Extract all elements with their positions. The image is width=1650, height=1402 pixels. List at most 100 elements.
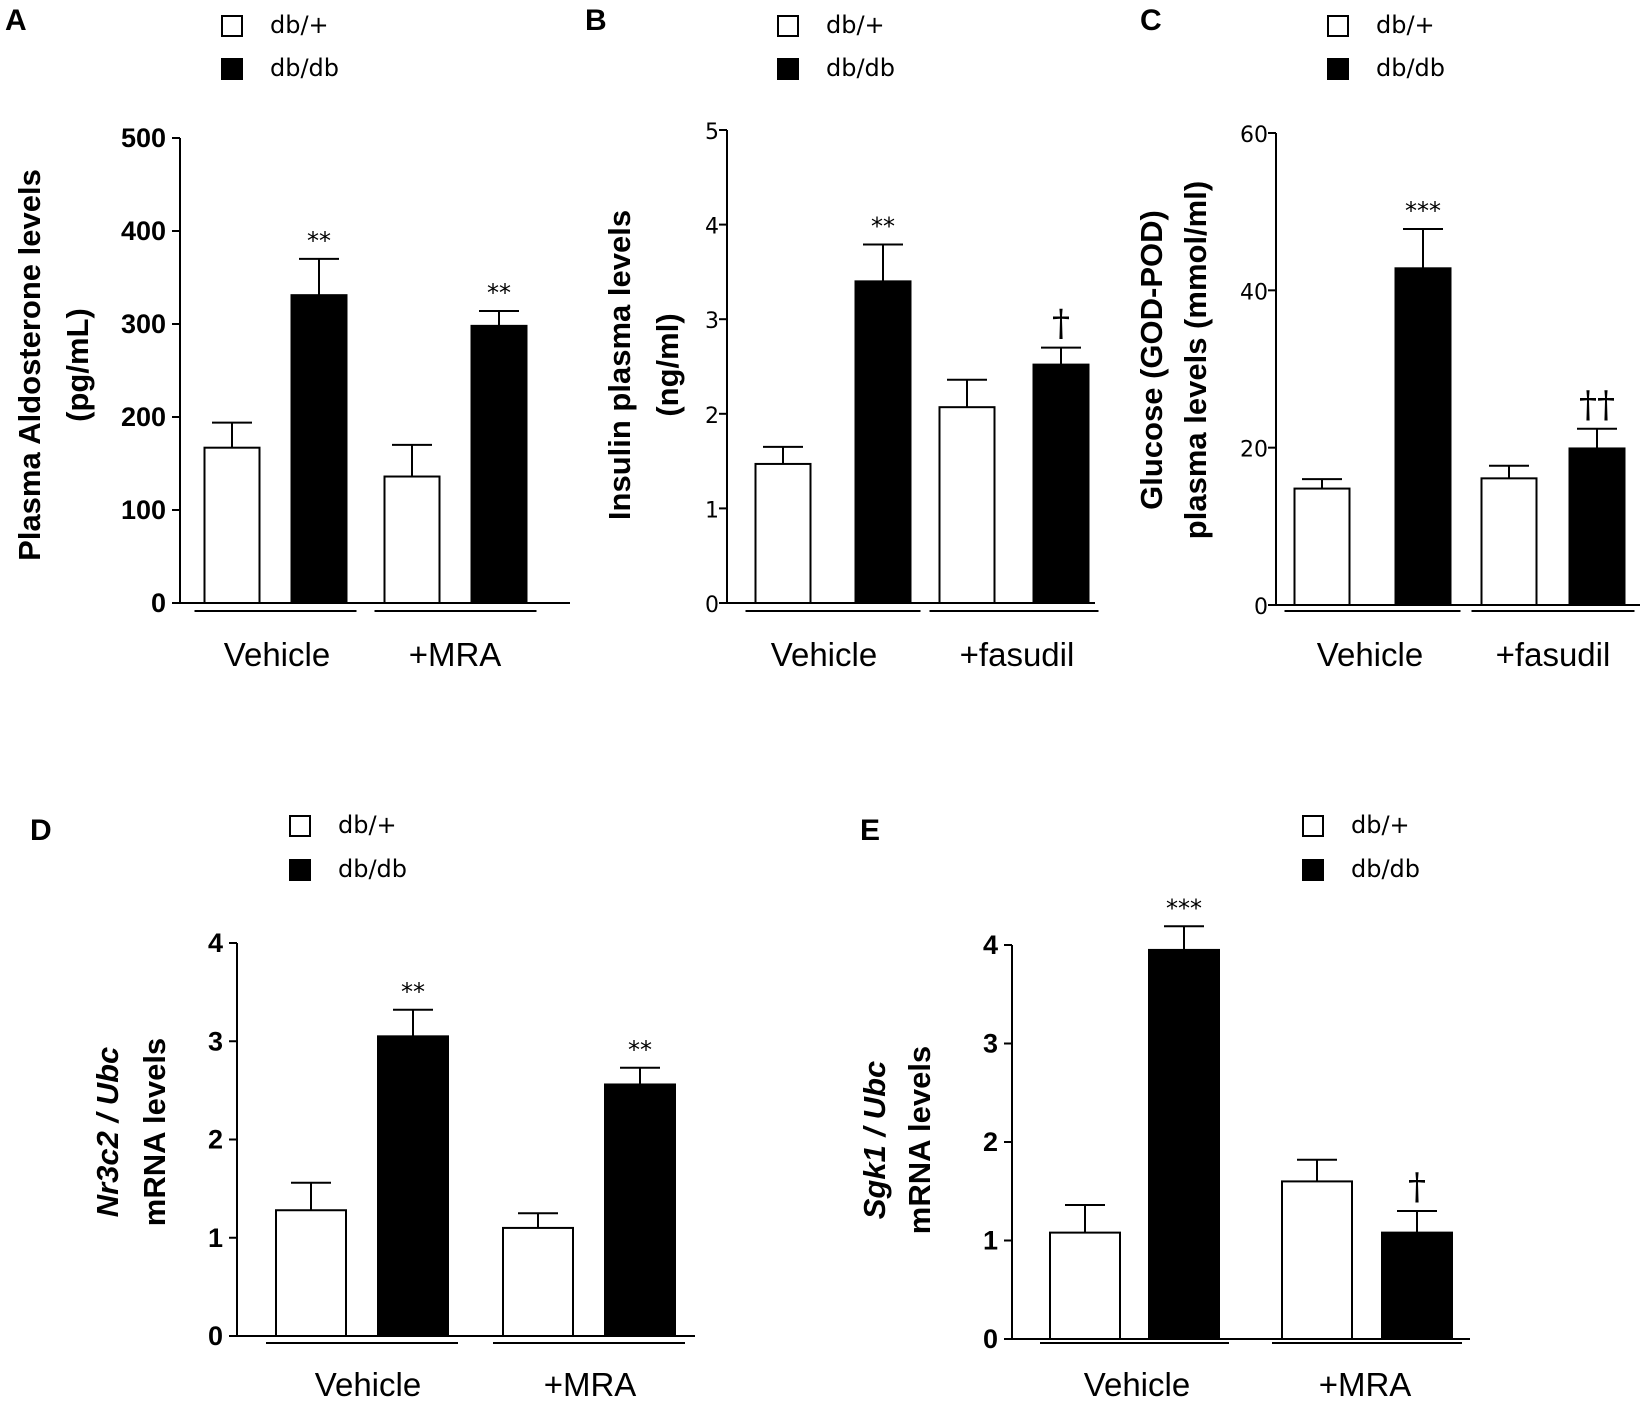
y-axis-label-line-2: (ng/ml) [650, 313, 685, 416]
legend-label-db-db: db/db [338, 855, 407, 883]
legend-label-db-db: db/db [1376, 54, 1445, 82]
bar-db-db-treated [1032, 363, 1090, 604]
significance-label: *** [1405, 197, 1441, 225]
legend-swatch-db-db [777, 58, 799, 80]
bar-db-plus-treated [1281, 1180, 1353, 1341]
y-tick-label: 60 [1240, 123, 1268, 148]
y-tick-label: 4 [705, 215, 719, 240]
significance-label: ** [487, 279, 511, 307]
bar-db-plus-treated [502, 1226, 574, 1338]
bar-db-plus-treated [1480, 477, 1538, 607]
bar-db-db-vehicle [1148, 948, 1220, 1340]
significance-label: ** [307, 227, 331, 255]
y-tick-label: 1 [208, 1223, 223, 1253]
significance-label: ** [871, 212, 895, 240]
bar-db-db-vehicle [290, 294, 348, 604]
significance-label: †† [1579, 385, 1615, 426]
y-tick-label: 0 [208, 1321, 223, 1351]
y-tick-label: 4 [208, 928, 223, 958]
y-tick-label: 2 [208, 1125, 223, 1155]
y-tick-label: 0 [1254, 595, 1268, 620]
y-axis-label-line-1: Glucose (GOD-POD) [1134, 210, 1169, 510]
legend-label-db-db: db/db [270, 54, 339, 82]
y-axis-label-line-1: Plasma Aldosterone levels [12, 169, 47, 561]
y-axis-label-line-1: Insulin plasma levels [602, 210, 637, 520]
bar-db-db-vehicle [377, 1035, 449, 1338]
y-tick-label: 200 [121, 402, 166, 432]
y-axis-label: Sgk1 / Ubc mRNA levels [857, 1046, 937, 1234]
legend-swatch-db-db [1327, 58, 1349, 80]
y-tick-label: 500 [121, 123, 166, 153]
group-label: +MRA [544, 1366, 637, 1402]
bar-db-plus-vehicle [1293, 487, 1351, 606]
legend-label-db-db: db/db [1351, 855, 1420, 883]
legend-label-db-plus: db/+ [1351, 811, 1410, 839]
panel-letter: B [585, 4, 607, 37]
panel-letter: C [1140, 4, 1162, 37]
group-label: +fasudil [1496, 636, 1611, 673]
y-tick-label: 1 [983, 1226, 998, 1256]
bar-db-db-treated [1381, 1231, 1453, 1340]
panel-letter: D [30, 814, 52, 847]
legend-swatch-db-db [221, 58, 243, 80]
y-tick-label: 3 [705, 309, 719, 334]
significance-label: *** [1166, 894, 1202, 922]
y-tick-label: 400 [121, 216, 166, 246]
legend-swatch-db-db [1302, 859, 1324, 881]
legend-swatch-db-plus [1302, 815, 1324, 837]
y-tick-label: 0 [983, 1324, 998, 1354]
legend-swatch-db-plus [221, 15, 243, 37]
y-tick-label: 5 [705, 120, 719, 145]
legend-swatch-db-db [289, 859, 311, 881]
y-tick-label: 0 [151, 588, 166, 618]
group-label: +MRA [1319, 1366, 1412, 1402]
bar-db-plus-vehicle [1049, 1231, 1121, 1340]
bar-db-plus-vehicle [203, 446, 261, 604]
group-label: Vehicle [224, 636, 330, 673]
y-axis-label-line-2: mRNA levels [137, 1038, 172, 1226]
y-axis-label-line-1: Nr3c2 / Ubc [90, 1047, 125, 1218]
y-tick-label: 2 [983, 1127, 998, 1157]
y-axis-label: Glucose (GOD-POD) plasma levels (mmol/ml) [1134, 181, 1213, 539]
bar-db-db-vehicle [1394, 267, 1452, 606]
bar-db-plus-vehicle [275, 1209, 347, 1337]
y-tick-label: 1 [705, 498, 719, 523]
legend-swatch-db-plus [289, 815, 311, 837]
y-tick-label: 300 [121, 309, 166, 339]
bar-db-db-treated [604, 1083, 676, 1337]
bar-db-db-treated [470, 324, 528, 604]
y-tick-label: 4 [983, 930, 998, 960]
legend-swatch-db-plus [777, 15, 799, 37]
y-tick-label: 3 [983, 1029, 998, 1059]
legend-label-db-db: db/db [826, 54, 895, 82]
y-axis-label: Nr3c2 / Ubc mRNA levels [90, 1038, 172, 1226]
bar-db-plus-treated [938, 406, 996, 605]
bar-db-plus-treated [383, 475, 441, 604]
bar-db-db-treated [1568, 447, 1626, 606]
group-label: +MRA [409, 636, 502, 673]
y-axis-label-line-2: plasma levels (mmol/ml) [1178, 181, 1213, 539]
y-tick-label: 20 [1240, 438, 1268, 463]
group-label: Vehicle [1084, 1366, 1190, 1402]
group-label: +fasudil [960, 636, 1075, 673]
y-axis-label-line-2: mRNA levels [902, 1046, 937, 1234]
panel-letter: E [860, 814, 880, 847]
y-tick-label: 100 [121, 495, 166, 525]
significance-label: ** [401, 978, 425, 1006]
group-label: Vehicle [1317, 636, 1423, 673]
y-tick-label: 0 [705, 593, 719, 618]
panel-letter: A [5, 4, 27, 37]
y-axis-label: Plasma Aldosterone levels (pg/mL) [12, 169, 95, 561]
y-axis-label: Insulin plasma levels (ng/ml) [602, 210, 685, 520]
legend-label-db-plus: db/+ [1376, 11, 1435, 39]
legend-label-db-plus: db/+ [338, 811, 397, 839]
y-tick-label: 3 [208, 1026, 223, 1056]
legend-swatch-db-plus [1327, 15, 1349, 37]
y-tick-label: 2 [705, 404, 719, 429]
group-label: Vehicle [771, 636, 877, 673]
